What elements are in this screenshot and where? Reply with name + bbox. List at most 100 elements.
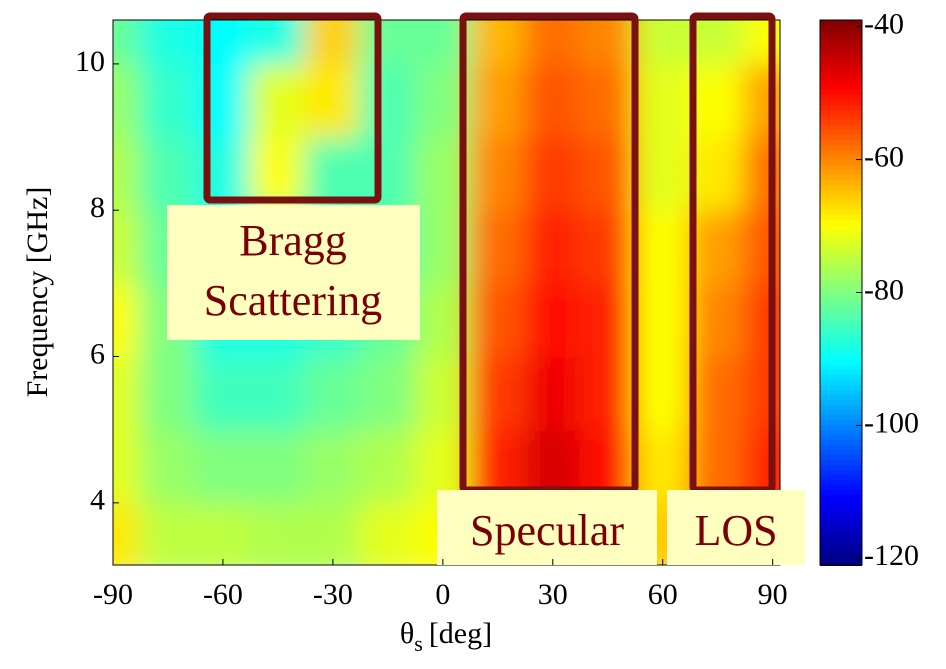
colorbar-swatch	[820, 185, 862, 191]
colorbar-swatch	[820, 535, 862, 541]
colorbar-swatch	[820, 340, 862, 346]
heatmap-cell	[469, 282, 527, 358]
heatmap-cell	[524, 355, 582, 431]
colorbar-swatch	[820, 400, 862, 406]
colorbar-swatch	[820, 350, 862, 356]
colorbar-swatch	[820, 65, 862, 71]
colorbar-swatch	[820, 470, 862, 476]
x-tick-label: 0	[435, 578, 450, 611]
colorbar-swatch	[820, 330, 862, 336]
heatmap-cell	[359, 355, 417, 431]
heatmap-cell	[113, 209, 142, 285]
colorbar-swatch	[820, 390, 862, 396]
colorbar-swatch	[820, 105, 862, 111]
colorbar-swatch	[820, 485, 862, 491]
x-label-symbol: θ	[400, 617, 414, 650]
colorbar-swatch	[820, 130, 862, 136]
heatmap-cell	[113, 355, 142, 431]
heatmap-cell	[524, 282, 582, 358]
x-tick-label: 60	[648, 578, 678, 611]
heatmap-cell	[113, 501, 142, 565]
bragg-label-bg	[167, 205, 420, 340]
colorbar-swatch	[820, 250, 862, 256]
colorbar-swatch	[820, 270, 862, 276]
heatmap-cell	[113, 428, 142, 504]
colorbar-swatch	[820, 480, 862, 486]
colorbar-swatch	[820, 430, 862, 436]
colorbar-swatch	[820, 160, 862, 166]
colorbar-swatch	[820, 540, 862, 546]
colorbar-swatch	[820, 210, 862, 216]
colorbar-swatch	[820, 195, 862, 201]
colorbar-swatch	[820, 460, 862, 466]
colorbar-swatch	[820, 335, 862, 341]
heatmap-cell	[194, 62, 252, 139]
colorbar-swatch	[820, 520, 862, 526]
heatmap-cell	[139, 62, 197, 139]
annotation: Scattering	[204, 276, 382, 325]
colorbar-swatch	[820, 145, 862, 151]
colorbar-swatch	[820, 315, 862, 321]
heatmap-cell	[524, 136, 582, 212]
colorbar-swatch	[820, 555, 862, 561]
heatmap-cell	[359, 501, 417, 565]
y-tick-label: 6	[90, 337, 105, 370]
heatmap-cell	[359, 428, 417, 504]
heatmap-cell	[359, 20, 417, 65]
heatmap-cell	[579, 282, 637, 358]
colorbar-swatch	[820, 285, 862, 291]
heatmap-cell	[249, 428, 307, 504]
colorbar-swatch	[820, 175, 862, 181]
colorbar-swatch	[820, 280, 862, 286]
colorbar-swatch	[820, 240, 862, 246]
colorbar-swatch	[820, 140, 862, 146]
colorbar-swatch	[820, 510, 862, 516]
colorbar-swatch	[820, 230, 862, 236]
x-label-subscript: s	[414, 631, 423, 656]
heatmap-cell	[249, 355, 307, 431]
heatmap-cell	[249, 62, 307, 139]
heatmap-cell	[139, 428, 197, 504]
x-tick-label: -30	[313, 578, 353, 611]
colorbar-swatch	[820, 220, 862, 226]
colorbar-swatch	[820, 150, 862, 156]
colorbar-swatch	[820, 370, 862, 376]
y-tick-label: 8	[90, 191, 105, 224]
heatmap-cell	[469, 355, 527, 431]
x-axis-label: θs [deg]	[400, 617, 492, 656]
colorbar-tick-label: -120	[864, 539, 919, 572]
heatmap-cell	[579, 20, 637, 65]
heatmap-cell	[249, 501, 307, 565]
colorbar	[820, 20, 862, 566]
colorbar-swatch	[820, 50, 862, 56]
heatmap-cell	[524, 209, 582, 285]
colorbar-swatch	[820, 425, 862, 431]
colorbar-swatch	[820, 115, 862, 121]
heatmap-cell	[634, 62, 692, 139]
colorbar-swatch	[820, 495, 862, 501]
colorbar-swatch	[820, 255, 862, 261]
heatmap-cell	[634, 282, 692, 358]
heatmap-cell	[634, 209, 692, 285]
heatmap-cell	[524, 62, 582, 139]
heatmap-cell	[304, 62, 362, 139]
colorbar-swatch	[820, 20, 862, 26]
colorbar-swatch	[820, 530, 862, 536]
colorbar-swatch	[820, 560, 862, 566]
colorbar-swatch	[820, 310, 862, 316]
heatmap-cell	[579, 355, 637, 431]
colorbar-swatch	[820, 525, 862, 531]
x-tick-label: -60	[203, 578, 243, 611]
heatmap-cell	[139, 355, 197, 431]
los-label-bg	[667, 490, 805, 565]
colorbar-swatch	[820, 30, 862, 36]
heatmap-cell	[304, 428, 362, 504]
heatmap-cell	[689, 20, 747, 65]
heatmap-cell	[194, 428, 252, 504]
heatmap-cell	[689, 355, 747, 431]
x-tick-label: -90	[93, 578, 133, 611]
x-label-unit: [deg]	[429, 617, 492, 650]
heatmap-cell	[304, 501, 362, 565]
colorbar-swatch	[820, 290, 862, 296]
heatmap-cell	[194, 20, 252, 65]
